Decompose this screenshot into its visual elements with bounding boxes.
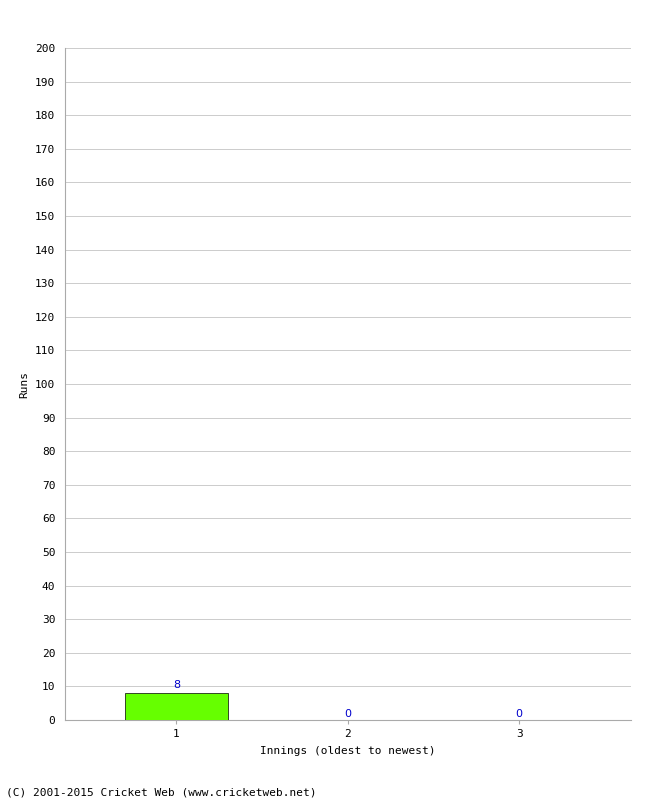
X-axis label: Innings (oldest to newest): Innings (oldest to newest): [260, 746, 436, 756]
Text: 0: 0: [344, 709, 351, 718]
Text: 0: 0: [515, 709, 523, 718]
Text: 8: 8: [173, 681, 180, 690]
Y-axis label: Runs: Runs: [20, 370, 29, 398]
Text: (C) 2001-2015 Cricket Web (www.cricketweb.net): (C) 2001-2015 Cricket Web (www.cricketwe…: [6, 787, 317, 798]
Bar: [125, 693, 228, 720]
